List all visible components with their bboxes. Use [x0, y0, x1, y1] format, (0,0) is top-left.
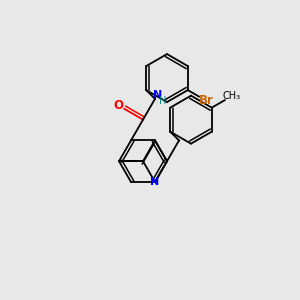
- Text: H: H: [159, 96, 167, 106]
- Text: Br: Br: [199, 94, 213, 107]
- Text: N: N: [153, 89, 162, 100]
- Text: O: O: [113, 99, 123, 112]
- Text: N: N: [150, 177, 160, 187]
- Text: CH₃: CH₃: [223, 91, 241, 101]
